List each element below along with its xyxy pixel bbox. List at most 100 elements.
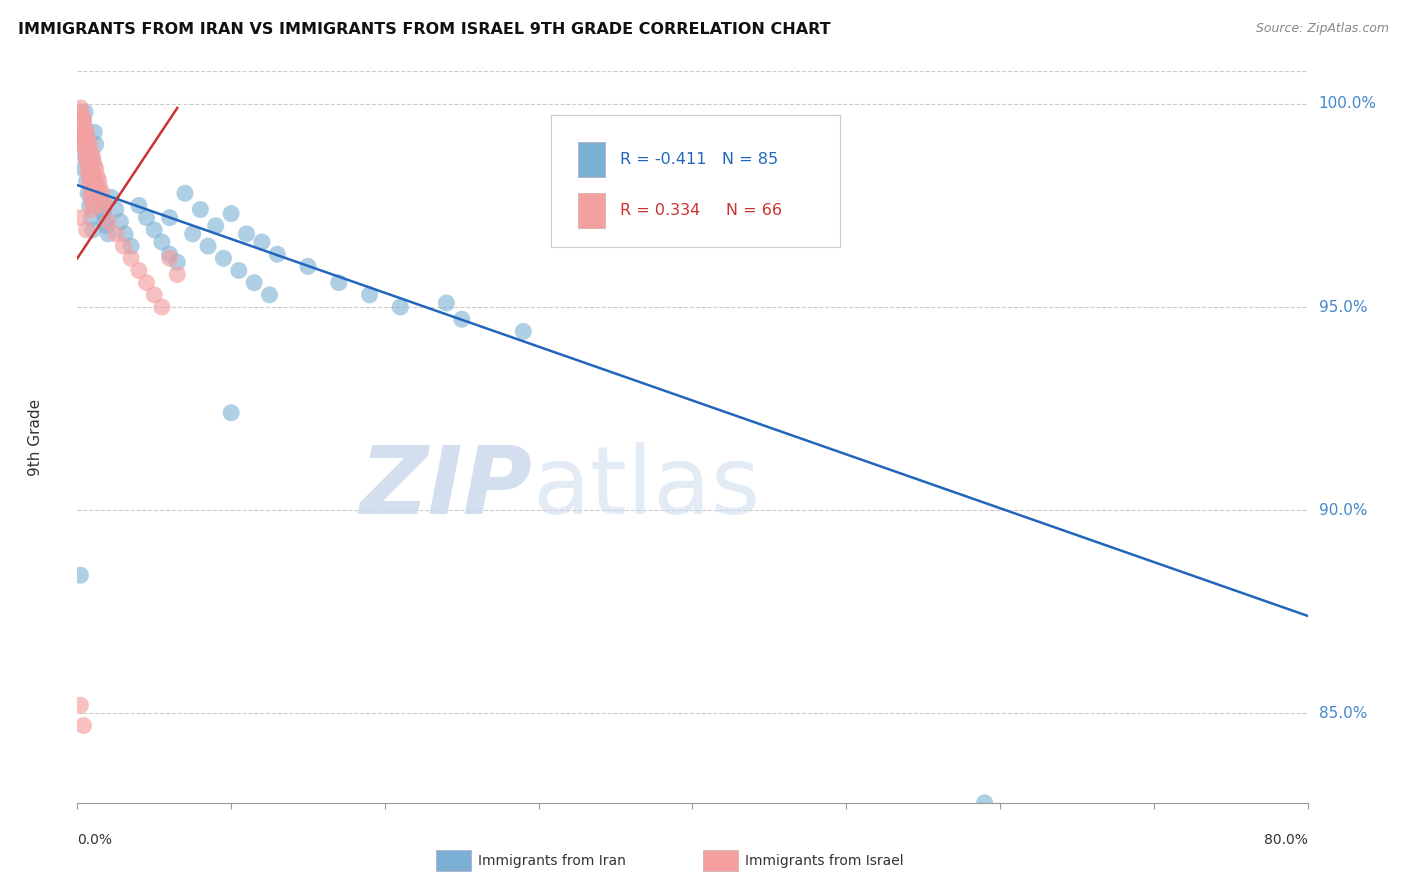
Point [266,247,288,261]
Point [73,150,96,164]
Point [70,125,93,139]
Point [188,202,212,217]
Point [80,145,103,160]
FancyBboxPatch shape [551,115,841,247]
Point [80,211,103,225]
Text: Immigrants from Iran: Immigrants from Iran [478,854,626,868]
Point [80,186,103,201]
Point [174,186,197,201]
Point [69,121,91,136]
Point [512,325,534,339]
Point [389,300,412,314]
Point [89,182,111,196]
Text: 80.0%: 80.0% [1264,833,1308,847]
Point [86,182,108,196]
Point [135,211,157,225]
Point [120,252,142,266]
Point [104,202,127,217]
Point [83,125,105,139]
Point [69,105,91,120]
Point [80,158,103,172]
Point [94,215,117,229]
Point [77,133,100,147]
Point [212,252,235,266]
Text: 90.0%: 90.0% [1319,503,1367,517]
Point [77,186,100,201]
Point [79,174,101,188]
Point [73,133,96,147]
Point [93,206,115,220]
Text: R = 0.334     N = 66: R = 0.334 N = 66 [620,202,782,218]
Point [84,137,107,152]
Point [69,568,91,582]
Point [166,255,188,269]
Point [83,158,105,172]
Point [76,129,98,144]
Point [97,227,120,241]
Point [297,260,319,274]
Point [82,223,104,237]
Point [76,174,98,188]
Text: 9th Grade: 9th Grade [28,399,44,475]
Point [89,194,111,209]
Point [72,113,94,128]
Point [128,198,150,212]
Point [72,718,94,732]
Point [70,117,93,131]
Point [159,211,181,225]
Point [84,178,107,193]
Text: atlas: atlas [533,442,761,534]
Point [219,206,242,220]
Point [150,300,173,314]
Point [84,161,107,176]
Point [80,169,103,184]
Point [76,150,98,164]
Point [143,223,166,237]
Point [328,276,350,290]
Bar [578,142,605,177]
Point [70,117,93,131]
Point [159,252,181,266]
Point [204,219,226,233]
Text: Source: ZipAtlas.com: Source: ZipAtlas.com [1256,22,1389,36]
Point [82,150,104,164]
Point [94,198,117,212]
Point [250,235,273,249]
Point [72,133,94,147]
Point [79,158,101,172]
Point [181,227,204,241]
Point [110,215,132,229]
Point [235,227,257,241]
Point [228,263,250,277]
Point [77,145,100,160]
Point [79,137,101,152]
Point [72,161,94,176]
Text: 0.0%: 0.0% [77,833,112,847]
Point [73,142,96,156]
Point [70,113,93,128]
Point [93,194,115,209]
Point [104,227,127,241]
Point [219,406,242,420]
Point [86,169,108,184]
Text: 95.0%: 95.0% [1319,300,1367,315]
Point [97,215,120,229]
Point [973,796,995,810]
Point [73,121,96,136]
Point [80,190,103,204]
Text: R = -0.411   N = 85: R = -0.411 N = 85 [620,152,778,167]
Point [72,129,94,144]
Point [79,153,101,168]
Text: 85.0%: 85.0% [1319,706,1367,721]
Point [82,169,104,184]
Point [76,142,98,156]
Point [359,288,381,302]
Point [73,105,96,120]
Point [259,288,281,302]
Point [84,182,107,196]
Point [76,125,98,139]
Point [82,153,104,168]
Point [243,276,266,290]
Point [72,129,94,144]
Point [69,137,91,152]
